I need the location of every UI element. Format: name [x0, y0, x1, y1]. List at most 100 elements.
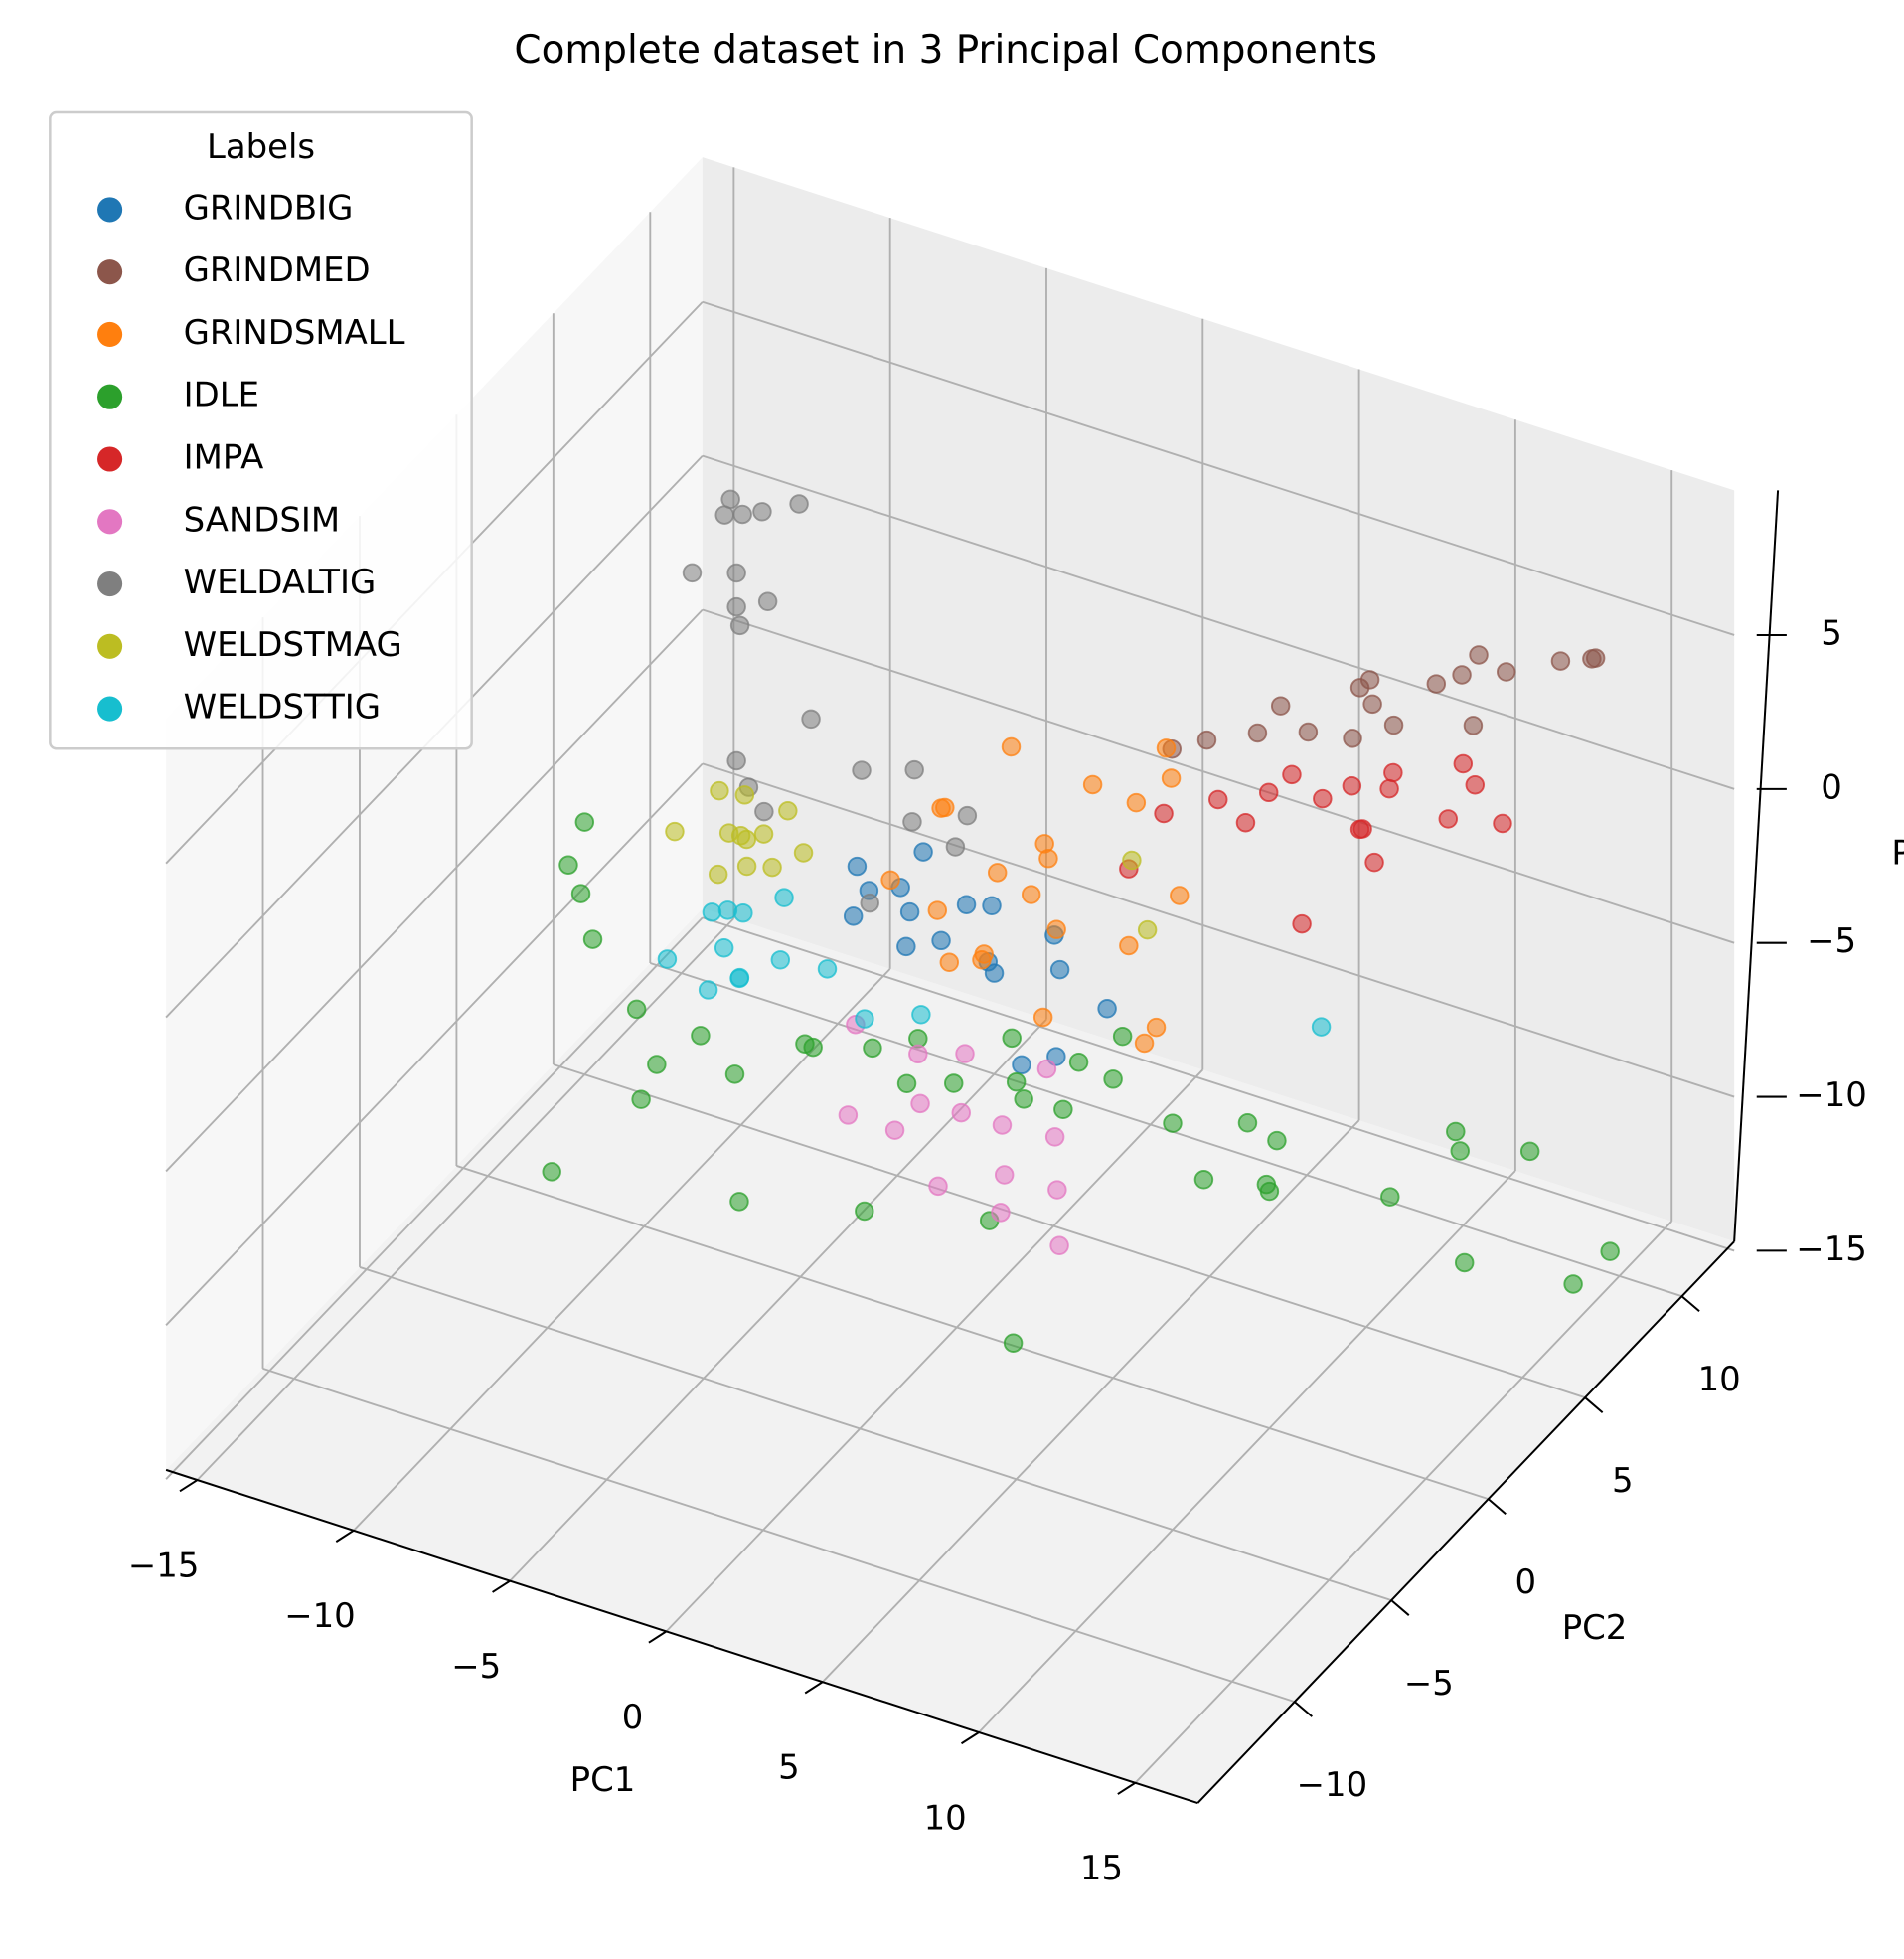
- point: [1362, 694, 1382, 715]
- point: [1311, 1017, 1332, 1037]
- grid-line: [702, 608, 1735, 944]
- point: [724, 1064, 745, 1084]
- point: [982, 896, 1002, 916]
- legend-marker: [97, 384, 123, 409]
- point: [665, 821, 685, 842]
- legend-marker: [97, 321, 123, 348]
- point: [1006, 1071, 1027, 1092]
- grid-line: [702, 762, 1735, 1098]
- point: [1119, 935, 1139, 956]
- point: [1298, 722, 1319, 742]
- point: [1122, 850, 1142, 871]
- point: [708, 864, 728, 885]
- y-tick-label: 10: [1698, 1360, 1741, 1398]
- point: [847, 856, 868, 877]
- grid-line: [702, 300, 1735, 636]
- point: [1454, 1252, 1475, 1273]
- z-tick-label: 5: [1821, 613, 1842, 652]
- point: [729, 615, 750, 636]
- point: [1002, 1028, 1022, 1049]
- point: [1383, 762, 1403, 783]
- point: [734, 785, 755, 805]
- point: [1049, 1235, 1069, 1256]
- point: [1161, 768, 1182, 788]
- point: [1292, 913, 1312, 934]
- point: [992, 1115, 1013, 1135]
- point: [1343, 729, 1362, 748]
- grid-line: [822, 1119, 1360, 1683]
- point: [1003, 1333, 1024, 1353]
- y-tick-mark: [1487, 1498, 1507, 1515]
- point: [729, 967, 750, 988]
- legend-marker: [97, 571, 123, 597]
- point: [582, 929, 603, 949]
- y-tick-label: 5: [1612, 1461, 1634, 1500]
- point: [1112, 1026, 1133, 1047]
- grid-line: [262, 1368, 1296, 1703]
- legend-label: IMPA: [184, 437, 264, 476]
- z-tick-label: 0: [1821, 767, 1842, 806]
- points: [542, 489, 1620, 1353]
- point: [957, 805, 978, 826]
- legend-marker: [97, 197, 123, 223]
- point: [1097, 999, 1117, 1019]
- point: [1146, 1017, 1167, 1038]
- point: [951, 1102, 971, 1123]
- point: [1446, 1121, 1466, 1142]
- point: [838, 1105, 859, 1125]
- point: [647, 1055, 667, 1074]
- point: [991, 1203, 1011, 1223]
- point: [884, 1120, 905, 1140]
- point: [1364, 852, 1384, 873]
- point: [860, 893, 879, 913]
- point: [945, 837, 966, 857]
- legend-title: Labels: [207, 127, 315, 166]
- point: [972, 949, 992, 970]
- legend-marker: [97, 259, 123, 285]
- panes: [166, 157, 1735, 1804]
- point: [542, 1162, 561, 1182]
- point: [736, 856, 757, 877]
- point: [955, 1044, 975, 1063]
- y-axis-line: [1196, 1240, 1735, 1804]
- chart-title: Complete dataset in 3 Principal Componen…: [514, 28, 1377, 73]
- x-tick-label: 15: [1080, 1849, 1123, 1887]
- point: [1036, 1059, 1057, 1079]
- point: [570, 884, 591, 903]
- point: [1452, 665, 1472, 685]
- point: [896, 1073, 917, 1094]
- point: [855, 1201, 874, 1222]
- z-tick-label: −5: [1807, 921, 1856, 960]
- point: [774, 888, 794, 907]
- point: [657, 949, 678, 969]
- left-pane: [166, 157, 703, 1470]
- point: [910, 1093, 930, 1114]
- legend-label: WELDSTMAG: [184, 625, 402, 664]
- x-tick-mark: [1117, 1781, 1136, 1795]
- point: [726, 750, 746, 771]
- point: [1001, 736, 1022, 757]
- x-tick-mark: [492, 1579, 511, 1593]
- point: [1383, 715, 1404, 735]
- point: [931, 930, 951, 951]
- point: [626, 999, 647, 1020]
- x-axis-label: PC1: [570, 1760, 636, 1799]
- x-tick-label: −10: [284, 1596, 356, 1635]
- point: [1469, 645, 1489, 665]
- point: [1053, 1099, 1073, 1120]
- legend-label: SANDSIM: [184, 500, 340, 539]
- point: [1453, 753, 1474, 774]
- z-tick-label: −10: [1796, 1075, 1867, 1114]
- point: [1046, 919, 1066, 939]
- grid-line: [456, 1165, 1489, 1501]
- point: [1235, 812, 1256, 833]
- point: [1465, 775, 1485, 795]
- grid-line: [665, 1068, 1203, 1633]
- point: [1012, 1055, 1031, 1075]
- point: [911, 1005, 931, 1025]
- point: [994, 1165, 1015, 1185]
- y-tick-mark: [1680, 1295, 1700, 1313]
- y-tick-mark: [1390, 1599, 1410, 1616]
- point: [574, 812, 595, 832]
- point: [752, 502, 772, 522]
